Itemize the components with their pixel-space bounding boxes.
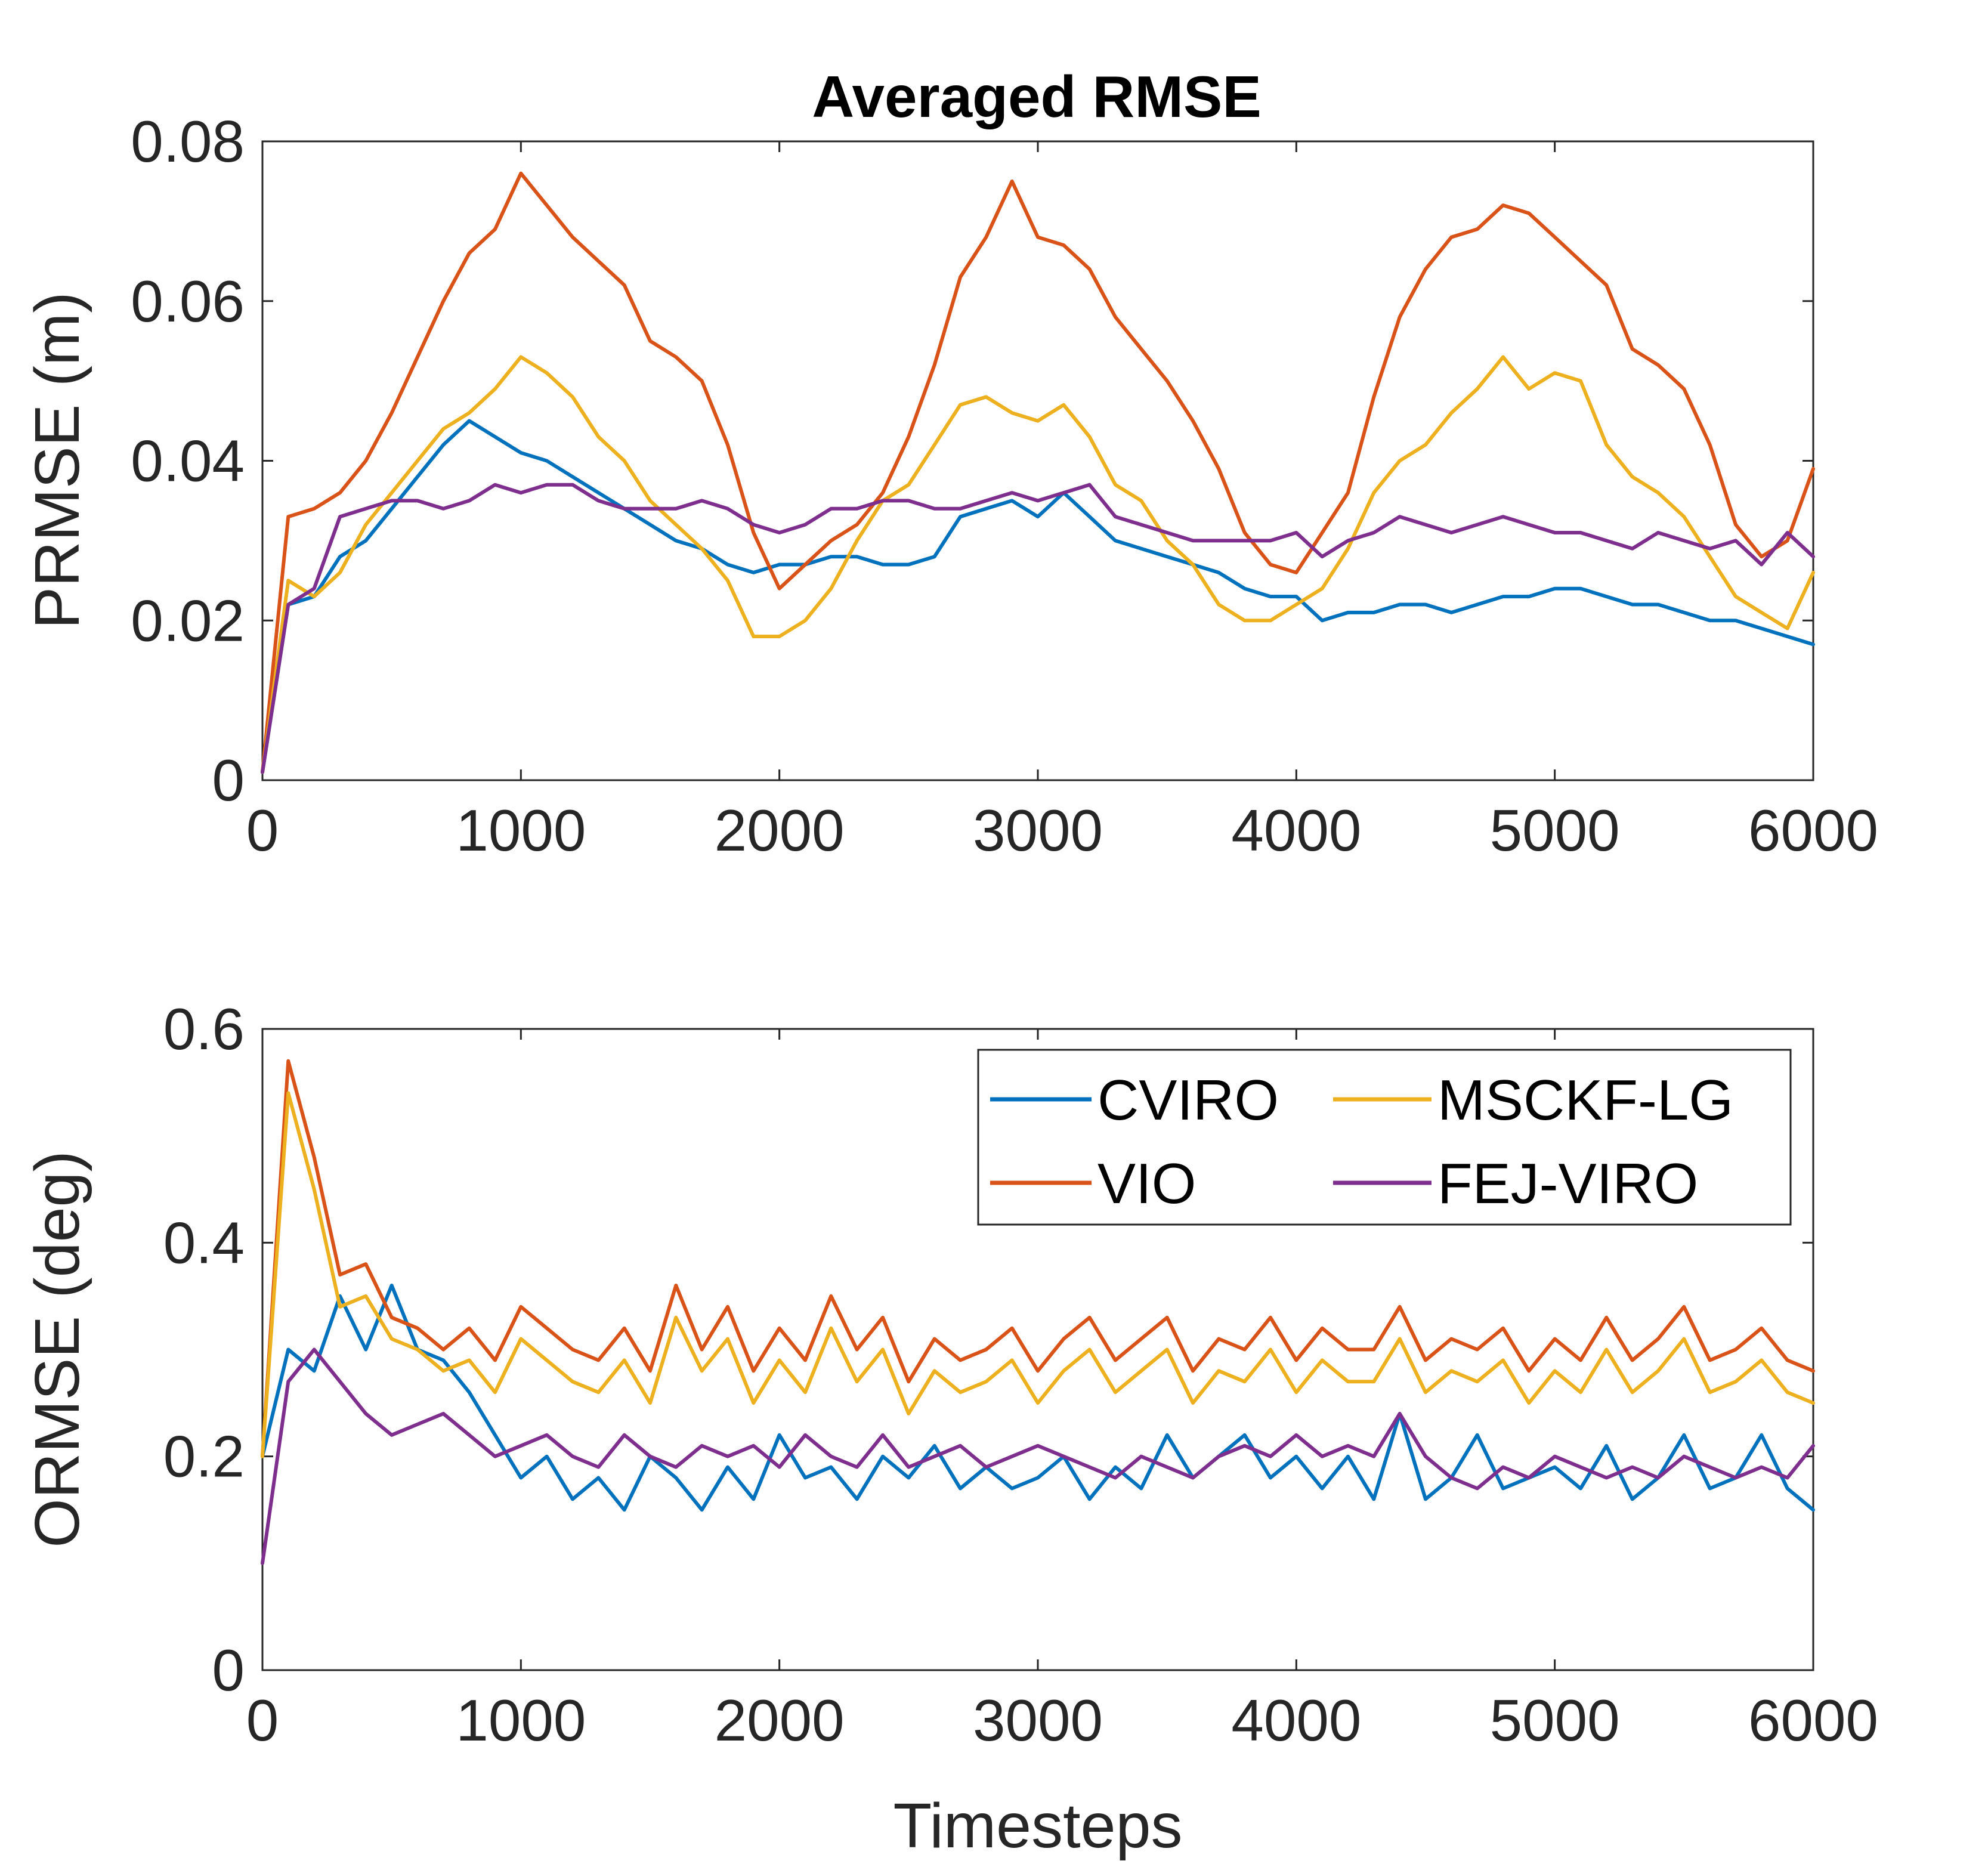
legend-box [977, 1049, 1792, 1226]
ormse-y-tick-label: 0.6 [163, 996, 245, 1062]
prmse-x-tick-label: 5000 [1490, 797, 1620, 863]
ormse-series-vio [261, 1059, 1815, 1458]
ormse-series-cviro [261, 1284, 1815, 1512]
prmse-series-cviro [261, 419, 1815, 774]
prmse-y-axis-label: PRMSE (m) [22, 292, 92, 629]
prmse-x-tick-label: 1000 [456, 797, 586, 863]
legend: CVIRO VIO MSCKF-LG FEJ-VIRO [977, 1049, 1792, 1226]
prmse-y-tick-label: 0 [212, 747, 245, 813]
ormse-series-fej-viro [261, 1347, 1815, 1565]
prmse-y-ticks: 0 0.02 0.04 0.06 0.08 [131, 109, 1813, 813]
prmse-series [261, 171, 1815, 774]
ormse-series-msckf-lg [261, 1091, 1815, 1458]
prmse-series-fej-viro [261, 483, 1815, 774]
prmse-x-ticks: 0 1000 2000 3000 4000 5000 6000 [246, 141, 1878, 863]
ormse-y-axis-label: ORMSE (deg) [22, 1151, 92, 1548]
prmse-y-tick-label: 0.06 [131, 268, 245, 334]
ormse-x-tick-label: 5000 [1490, 1687, 1620, 1753]
ormse-x-tick-label: 1000 [456, 1687, 586, 1753]
ormse-x-ticks: 0 1000 2000 3000 4000 5000 6000 [246, 1029, 1878, 1753]
prmse-series-msckf-lg [261, 355, 1815, 774]
prmse-x-tick-label: 3000 [973, 797, 1103, 863]
ormse-panel: 0 1000 2000 3000 4000 5000 6000 0 0.2 0.4 0.6 ORM… [22, 996, 1878, 1861]
prmse-series-vio [261, 171, 1815, 774]
legend-label-cviro: CVIRO [1097, 1068, 1279, 1132]
ormse-y-tick-label: 0 [212, 1637, 245, 1703]
prmse-x-tick-label: 0 [246, 797, 279, 863]
prmse-panel: Averaged RMSE 0 1000 2000 3000 4000 5000 6000 … [22, 64, 1878, 863]
ormse-series [261, 1059, 1815, 1565]
x-axis-label: Timesteps [893, 1791, 1183, 1861]
chart-title: Averaged RMSE [812, 64, 1261, 129]
prmse-x-tick-label: 4000 [1231, 797, 1361, 863]
ormse-x-tick-label: 2000 [715, 1687, 845, 1753]
legend-label-vio: VIO [1097, 1152, 1196, 1216]
legend-label-msckf-lg: MSCKF-LG [1437, 1068, 1733, 1132]
prmse-y-tick-label: 0.04 [131, 428, 245, 494]
ormse-x-tick-label: 6000 [1748, 1687, 1878, 1753]
prmse-y-tick-label: 0.02 [131, 588, 245, 653]
ormse-y-tick-label: 0.4 [163, 1210, 245, 1275]
ormse-y-tick-label: 0.2 [163, 1424, 245, 1489]
ormse-x-tick-label: 4000 [1231, 1687, 1361, 1753]
ormse-y-ticks: 0 0.2 0.4 0.6 [163, 996, 1813, 1703]
prmse-y-tick-label: 0.08 [131, 109, 245, 174]
prmse-x-tick-label: 6000 [1748, 797, 1878, 863]
prmse-x-tick-label: 2000 [715, 797, 845, 863]
ormse-x-tick-label: 3000 [973, 1687, 1103, 1753]
ormse-x-tick-label: 0 [246, 1687, 279, 1753]
legend-label-fej-viro: FEJ-VIRO [1437, 1152, 1698, 1216]
